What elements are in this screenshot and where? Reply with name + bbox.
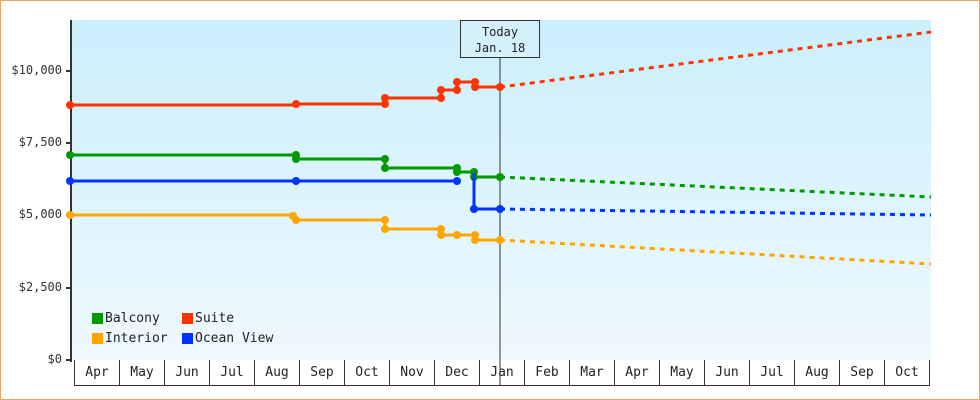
month-cell: Oct (884, 360, 930, 385)
series-balcony (66, 151, 932, 199)
month-cell: Dec (434, 360, 479, 385)
plot-area (72, 20, 931, 360)
series-interior (66, 211, 932, 266)
legend-label: Suite (195, 311, 235, 326)
legend-label: Interior (105, 331, 168, 346)
y-label-2500: $2,500 (18, 280, 62, 294)
month-cell: Nov (389, 360, 434, 385)
y-label-0: $0 (47, 352, 62, 366)
legend-item-interior: Interior (92, 331, 168, 346)
legend-swatch-suite (182, 313, 193, 324)
legend-item-suite: Suite (182, 311, 234, 326)
legend-item-ocean-view: Ocean View (182, 331, 273, 346)
month-cell: May (119, 360, 164, 385)
today-annotation: Today Jan. 18 (460, 20, 540, 58)
month-cell: Jul (209, 360, 254, 385)
legend-label: Balcony (105, 311, 160, 326)
legend-swatch-balcony (92, 313, 103, 324)
month-cell: Aug (254, 360, 299, 385)
month-cell: Oct (344, 360, 389, 385)
month-cell: Apr (74, 360, 119, 385)
legend-label: Ocean View (195, 331, 274, 346)
x-axis-months: Apr May Jun Jul Aug Sep Oct Nov Dec Jan … (74, 360, 930, 386)
month-cell: Jun (164, 360, 209, 385)
legend-swatch-interior (92, 333, 103, 344)
month-cell: Jan (479, 360, 524, 385)
month-cell: Aug (794, 360, 839, 385)
legend-swatch-ocean-view (182, 333, 193, 344)
month-cell: Sep (839, 360, 884, 385)
legend-item-balcony: Balcony (92, 311, 160, 326)
month-cell: Mar (569, 360, 614, 385)
y-label-5000: $5,000 (18, 207, 62, 221)
today-label: Today (481, 25, 519, 39)
month-cell: Jun (704, 360, 749, 385)
series-ocean-view (66, 173, 932, 217)
series-suite (66, 30, 932, 109)
y-label-10000: $10,000 (11, 63, 62, 77)
month-cell: Jul (749, 360, 794, 385)
month-cell: Apr (614, 360, 659, 385)
month-cell: May (659, 360, 704, 385)
today-date: Jan. 18 (474, 41, 526, 55)
y-label-7500: $7,500 (18, 135, 62, 149)
month-cell: Feb (524, 360, 569, 385)
month-cell: Sep (299, 360, 344, 385)
